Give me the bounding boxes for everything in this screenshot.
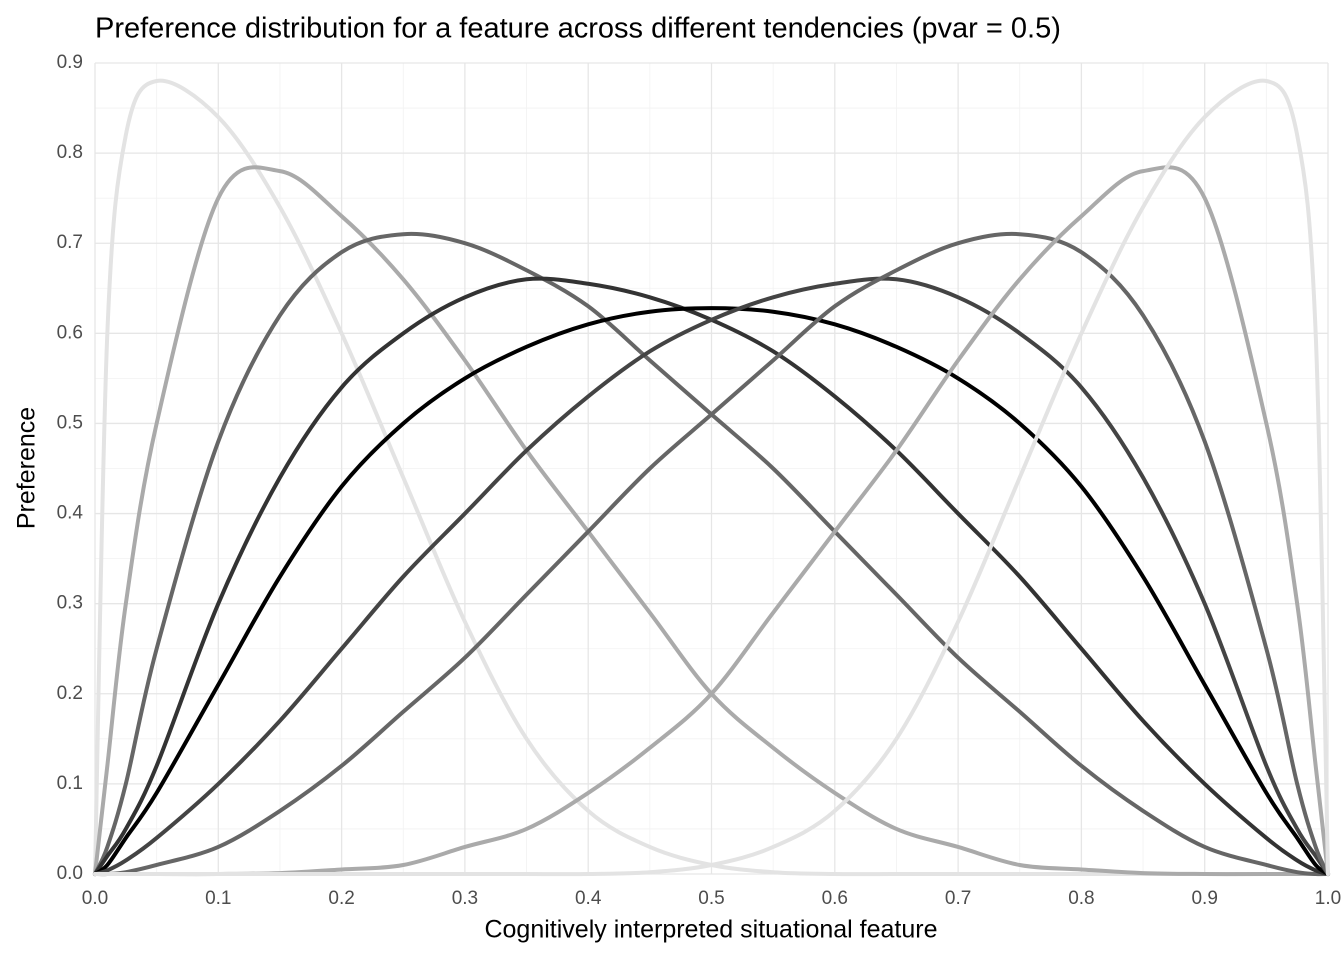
x-tick-label: 0.9 [1191,888,1217,909]
grid [94,62,1329,875]
line [93,306,1330,876]
x-tick-label: 0.5 [698,888,724,909]
line [93,231,1330,877]
y-tick-label: 0.9 [57,52,83,73]
y-tick-label: 0.0 [57,863,83,884]
line [93,276,1330,876]
x-tick-label: 0.8 [1068,888,1094,909]
lines [93,78,1330,877]
y-tick-label: 0.5 [57,412,83,433]
line [93,165,1330,877]
y-axis-title: Preference [13,407,41,529]
x-tick-label: 0.6 [822,888,848,909]
x-tick-label: 0.3 [452,888,478,909]
x-tick-label: 0.0 [82,888,108,909]
x-tick-label: 0.1 [205,888,231,909]
x-tick-label: 1.0 [1315,888,1341,909]
y-tick-label: 0.2 [57,683,83,704]
line [93,231,1330,877]
chart-title: Preference distribution for a feature ac… [95,13,1061,45]
y-tick-label: 0.7 [57,232,83,253]
x-axis-title: Cognitively interpreted situational feat… [484,916,937,944]
line [93,276,1330,876]
x-tick-label: 0.2 [328,888,354,909]
y-tick-label: 0.1 [57,773,83,794]
y-tick-label: 0.6 [57,322,83,343]
x-tick-label: 0.7 [945,888,971,909]
y-tick-label: 0.4 [57,503,84,524]
x-tick-label: 0.4 [575,888,602,909]
y-tick-label: 0.3 [57,593,83,614]
y-tick-label: 0.8 [57,142,83,163]
line [93,78,1330,877]
